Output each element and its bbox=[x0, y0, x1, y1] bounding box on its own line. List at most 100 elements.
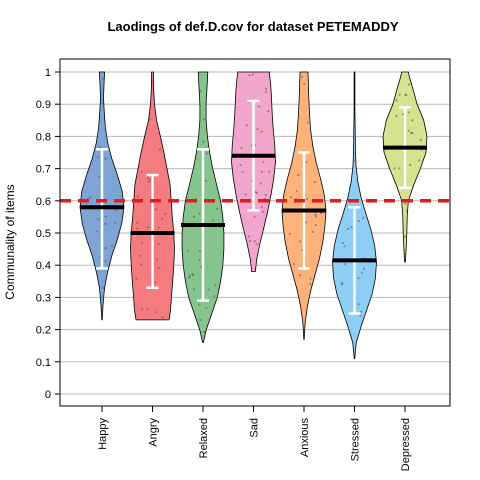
data-point bbox=[136, 227, 139, 230]
data-point bbox=[192, 288, 195, 291]
data-point bbox=[151, 81, 154, 84]
data-point bbox=[146, 176, 149, 180]
data-point bbox=[140, 241, 143, 244]
data-point bbox=[409, 163, 412, 166]
data-point bbox=[104, 246, 107, 250]
data-point bbox=[191, 272, 194, 276]
data-point bbox=[299, 240, 302, 243]
data-point bbox=[157, 226, 160, 229]
violin-sad bbox=[231, 71, 276, 273]
data-point bbox=[357, 219, 360, 223]
data-point bbox=[314, 215, 318, 218]
data-point bbox=[188, 275, 191, 278]
y-tick-label: 0.3 bbox=[36, 292, 51, 304]
data-point bbox=[407, 111, 411, 114]
data-point bbox=[239, 163, 242, 167]
data-point bbox=[114, 221, 117, 224]
data-point bbox=[198, 250, 201, 253]
data-point bbox=[95, 230, 98, 233]
violin-relaxed bbox=[181, 71, 225, 343]
x-tick-label: Sad bbox=[249, 418, 261, 438]
data-point bbox=[405, 209, 408, 212]
data-point bbox=[139, 263, 142, 266]
plot-frame bbox=[59, 58, 451, 407]
data-point bbox=[198, 303, 201, 306]
data-point bbox=[102, 77, 105, 80]
data-point bbox=[395, 99, 398, 102]
data-point bbox=[187, 276, 190, 280]
data-point bbox=[198, 212, 201, 215]
data-point bbox=[214, 284, 217, 287]
chart-title: Laodings of def.D.cov for dataset PETEMA… bbox=[107, 19, 398, 34]
data-point bbox=[240, 147, 243, 150]
data-point bbox=[96, 155, 100, 159]
data-point bbox=[260, 170, 263, 173]
violin-stressed bbox=[332, 71, 377, 360]
data-point bbox=[158, 148, 161, 151]
data-point bbox=[305, 161, 308, 164]
data-point bbox=[104, 215, 107, 218]
data-point bbox=[404, 94, 407, 97]
data-point bbox=[267, 110, 270, 113]
data-point bbox=[161, 316, 164, 319]
data-point bbox=[305, 197, 308, 201]
data-point bbox=[99, 145, 102, 149]
data-point bbox=[249, 239, 252, 243]
data-point bbox=[347, 227, 350, 230]
data-point bbox=[362, 267, 366, 270]
data-point bbox=[156, 258, 159, 261]
data-point bbox=[199, 89, 202, 93]
data-point bbox=[136, 195, 139, 198]
data-point bbox=[157, 267, 161, 270]
x-tick-label: Stressed bbox=[350, 418, 362, 461]
data-point bbox=[404, 202, 407, 205]
data-point bbox=[303, 82, 306, 85]
violins bbox=[79, 71, 428, 360]
data-point bbox=[104, 222, 107, 225]
data-point bbox=[350, 226, 353, 229]
data-point bbox=[256, 128, 259, 131]
data-point bbox=[255, 191, 259, 194]
data-point bbox=[146, 307, 149, 310]
data-point bbox=[407, 129, 410, 132]
data-point bbox=[259, 182, 263, 185]
data-point bbox=[314, 224, 317, 227]
data-point bbox=[247, 235, 250, 238]
data-point bbox=[418, 159, 421, 162]
y-tick-label: 0.4 bbox=[36, 260, 51, 272]
data-point bbox=[256, 243, 259, 246]
data-point bbox=[244, 193, 247, 196]
data-point bbox=[359, 314, 362, 317]
data-point bbox=[135, 221, 139, 224]
data-point bbox=[98, 175, 101, 178]
data-point bbox=[202, 140, 205, 143]
data-point bbox=[320, 212, 323, 215]
y-tick-label: 0.8 bbox=[36, 131, 51, 143]
data-point bbox=[251, 73, 254, 76]
data-point bbox=[311, 230, 314, 233]
data-point bbox=[254, 190, 257, 193]
data-point bbox=[393, 167, 396, 170]
data-point bbox=[245, 124, 248, 127]
data-point bbox=[154, 281, 157, 284]
data-point bbox=[403, 248, 406, 251]
violin-depressed bbox=[382, 71, 428, 263]
y-axis-label: Communality of items bbox=[3, 184, 17, 299]
y-tick-label: 0.2 bbox=[36, 325, 51, 337]
y-axis: 0 0.1 0.2 0.3 0.4 0.5 0.6 0.7 0.8 0.9 1 bbox=[36, 67, 60, 401]
data-point bbox=[89, 196, 92, 199]
data-point bbox=[354, 159, 357, 162]
data-point bbox=[341, 283, 344, 286]
data-point bbox=[161, 217, 164, 220]
data-point bbox=[148, 118, 151, 121]
data-point bbox=[343, 263, 347, 266]
data-point bbox=[200, 265, 203, 268]
data-point bbox=[198, 259, 201, 262]
data-point bbox=[104, 157, 107, 160]
x-tick-label: Relaxed bbox=[198, 418, 210, 458]
data-point bbox=[205, 306, 208, 309]
data-point bbox=[147, 180, 151, 183]
x-tick-label: Angry bbox=[148, 418, 160, 447]
data-point bbox=[360, 271, 363, 274]
